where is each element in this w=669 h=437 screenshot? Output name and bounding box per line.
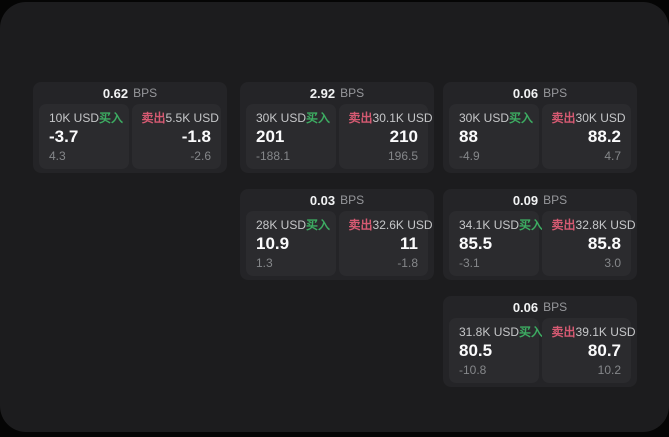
sell-price: 210 xyxy=(389,127,418,146)
buy-amount: 31.8K USD xyxy=(459,325,520,339)
quote-tiles: 10K USD 买入 -3.7 4.3 卖出 5.5K USD -1.8 -2.… xyxy=(39,104,221,169)
sell-side-label: 卖出 xyxy=(551,325,576,339)
bps-unit-label: BPS xyxy=(340,193,365,207)
quote-card: 0.09 BPS 34.1K USD 买入 85.5 -3.1 卖出 32.8K… xyxy=(443,189,637,280)
buy-sub-value: -10.8 xyxy=(459,363,487,377)
sell-sub-value: 3.0 xyxy=(604,256,621,270)
sell-sub-value: 196.5 xyxy=(387,149,418,163)
sell-price: 11 xyxy=(400,234,418,253)
buy-sub-value: -188.1 xyxy=(256,149,291,163)
sell-tile[interactable]: 卖出 39.1K USD 80.7 10.2 xyxy=(541,318,636,383)
sell-price: 85.8 xyxy=(587,234,621,253)
buy-amount: 30K USD xyxy=(459,111,510,125)
buy-amount: 28K USD xyxy=(256,218,307,232)
buy-sub-value: -4.9 xyxy=(459,149,480,163)
buy-tile[interactable]: 30K USD 买入 201 -188.1 xyxy=(246,104,336,169)
quote-tiles: 30K USD 买入 88 -4.9 卖出 30K USD 88.2 4.7 xyxy=(449,104,631,169)
buy-side-label: 买入 xyxy=(519,218,544,232)
buy-side-label: 买入 xyxy=(306,218,331,232)
spread-value: 0.03 xyxy=(309,192,336,208)
sell-tile[interactable]: 卖出 32.8K USD 85.8 3.0 xyxy=(541,211,636,276)
sell-price: 80.7 xyxy=(587,341,621,360)
sell-tile[interactable]: 卖出 5.5K USD -1.8 -2.6 xyxy=(131,104,221,169)
buy-tile[interactable]: 30K USD 买入 88 -4.9 xyxy=(449,104,539,169)
buy-sub-value: 1.3 xyxy=(256,256,273,270)
sell-sub-value: 10.2 xyxy=(597,363,621,377)
sell-side-label: 卖出 xyxy=(348,218,373,232)
sell-tile[interactable]: 卖出 30.1K USD 210 196.5 xyxy=(338,104,433,169)
bps-unit-label: BPS xyxy=(543,193,568,207)
sell-price: -1.8 xyxy=(181,127,211,146)
sell-amount: 32.8K USD xyxy=(575,218,636,232)
buy-sub-value: 4.3 xyxy=(49,149,66,163)
quote-card: 0.06 BPS 30K USD 买入 88 -4.9 卖出 30K USD 8… xyxy=(443,82,637,173)
bps-unit-label: BPS xyxy=(340,86,365,100)
buy-price: -3.7 xyxy=(49,127,79,146)
quote-tiles: 30K USD 买入 201 -188.1 卖出 30.1K USD 210 1… xyxy=(246,104,433,169)
quote-card: 0.62 BPS 10K USD 买入 -3.7 4.3 卖出 5.5K USD… xyxy=(33,82,227,173)
sell-sub-value: 4.7 xyxy=(604,149,621,163)
spread-header: 0.06 BPS xyxy=(449,296,631,318)
buy-amount: 10K USD xyxy=(49,111,100,125)
buy-price: 201 xyxy=(256,127,285,146)
buy-tile[interactable]: 34.1K USD 买入 85.5 -3.1 xyxy=(449,211,543,276)
bps-unit-label: BPS xyxy=(133,86,158,100)
buy-sub-value: -3.1 xyxy=(459,256,480,270)
sell-price: 88.2 xyxy=(587,127,621,146)
spread-header: 2.92 BPS xyxy=(246,82,428,104)
sell-sub-value: -1.8 xyxy=(397,256,418,270)
quote-tiles: 28K USD 买入 10.9 1.3 卖出 32.6K USD 11 -1.8 xyxy=(246,211,433,276)
buy-price: 88 xyxy=(459,127,478,146)
quote-tiles: 34.1K USD 买入 85.5 -3.1 卖出 32.8K USD 85.8… xyxy=(449,211,636,276)
sell-tile[interactable]: 卖出 30K USD 88.2 4.7 xyxy=(541,104,631,169)
spread-header: 0.03 BPS xyxy=(246,189,428,211)
sell-amount: 5.5K USD xyxy=(165,111,219,125)
spread-value: 0.09 xyxy=(512,192,539,208)
buy-tile[interactable]: 31.8K USD 买入 80.5 -10.8 xyxy=(449,318,543,383)
spread-header: 0.62 BPS xyxy=(39,82,221,104)
quote-card: 2.92 BPS 30K USD 买入 201 -188.1 卖出 30.1K … xyxy=(240,82,434,173)
sell-tile[interactable]: 卖出 32.6K USD 11 -1.8 xyxy=(338,211,433,276)
quote-card: 0.06 BPS 31.8K USD 买入 80.5 -10.8 卖出 39.1… xyxy=(443,296,637,387)
spread-value: 0.62 xyxy=(102,85,129,101)
quote-card: 0.03 BPS 28K USD 买入 10.9 1.3 卖出 32.6K US… xyxy=(240,189,434,280)
sell-amount: 30.1K USD xyxy=(372,111,433,125)
buy-side-label: 买入 xyxy=(306,111,331,125)
sell-amount: 39.1K USD xyxy=(575,325,636,339)
sell-side-label: 卖出 xyxy=(551,218,576,232)
buy-tile[interactable]: 10K USD 买入 -3.7 4.3 xyxy=(39,104,129,169)
buy-side-label: 买入 xyxy=(519,325,544,339)
spread-value: 2.92 xyxy=(309,85,336,101)
spread-value: 0.06 xyxy=(512,85,539,101)
buy-amount: 30K USD xyxy=(256,111,307,125)
buy-price: 80.5 xyxy=(459,341,493,360)
buy-tile[interactable]: 28K USD 买入 10.9 1.3 xyxy=(246,211,336,276)
buy-price: 85.5 xyxy=(459,234,493,253)
buy-side-label: 买入 xyxy=(99,111,124,125)
quote-tiles: 31.8K USD 买入 80.5 -10.8 卖出 39.1K USD 80.… xyxy=(449,318,636,383)
spread-header: 0.06 BPS xyxy=(449,82,631,104)
buy-side-label: 买入 xyxy=(509,111,534,125)
sell-side-label: 卖出 xyxy=(141,111,166,125)
bps-unit-label: BPS xyxy=(543,86,568,100)
bps-unit-label: BPS xyxy=(543,300,568,314)
sell-sub-value: -2.6 xyxy=(190,149,211,163)
spread-header: 0.09 BPS xyxy=(449,189,631,211)
sell-amount: 30K USD xyxy=(575,111,626,125)
sell-amount: 32.6K USD xyxy=(372,218,433,232)
sell-side-label: 卖出 xyxy=(551,111,576,125)
sell-side-label: 卖出 xyxy=(348,111,373,125)
buy-price: 10.9 xyxy=(256,234,290,253)
spread-value: 0.06 xyxy=(512,299,539,315)
buy-amount: 34.1K USD xyxy=(459,218,520,232)
